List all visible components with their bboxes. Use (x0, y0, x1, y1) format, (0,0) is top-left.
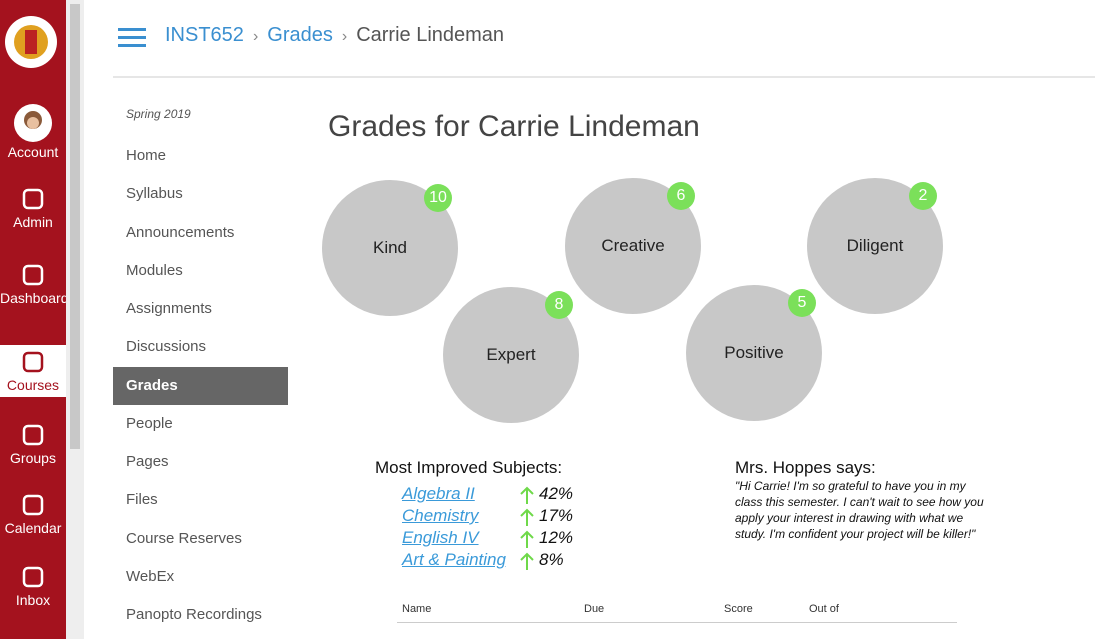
subject-link[interactable]: English IV (402, 528, 479, 547)
subject-link[interactable]: Art & Painting (402, 550, 506, 569)
change: 42% (520, 484, 573, 504)
course-nav-item[interactable]: Course Reserves (126, 529, 242, 547)
nav-icon (22, 188, 44, 210)
menu-icon[interactable] (118, 26, 146, 48)
up-arrow (520, 552, 534, 570)
global-nav-label: Admin (13, 214, 53, 230)
note-text: "Hi Carrie! I'm so grateful to have you … (735, 479, 984, 541)
change: 8% (520, 550, 564, 570)
term: Spring 2019 (126, 107, 191, 121)
global-nav-item[interactable]: Admin (0, 182, 66, 234)
course-nav-item[interactable]: Grades (113, 366, 288, 405)
course-nav-item[interactable]: Announcements (126, 223, 235, 241)
badge-circle: Expert 8 (443, 287, 579, 423)
breadcrumb-item[interactable]: INST652 (165, 24, 244, 46)
subject-link[interactable]: Chemistry (402, 506, 479, 525)
breadcrumb-item: Carrie Lindeman (356, 24, 505, 46)
course-nav-item[interactable]: Pages (126, 453, 169, 471)
global-nav-item[interactable]: Account (0, 100, 66, 164)
nav-icon (22, 566, 44, 588)
scrollbar (66, 0, 84, 639)
global-nav-item[interactable]: Dashboard (0, 258, 69, 310)
column-header: Due (584, 603, 605, 615)
global-nav-item[interactable]: Groups (0, 418, 66, 470)
badge-circle: Diligent 2 (807, 178, 943, 314)
course-nav-item[interactable]: People (126, 414, 173, 432)
course-nav-item[interactable]: Modules (126, 261, 183, 279)
badge-count: 8 (545, 291, 573, 319)
global-nav-item[interactable]: Inbox (0, 560, 66, 612)
badge-count: 10 (424, 184, 452, 212)
global-nav-label: Groups (10, 450, 56, 466)
badge-count: 2 (909, 182, 937, 210)
change: 12% (520, 528, 573, 548)
course-nav-item[interactable]: Files (126, 491, 158, 509)
up-arrow (520, 486, 534, 504)
global-nav-label: Courses (6, 377, 60, 393)
badge-count: 5 (788, 289, 816, 317)
avatar (14, 104, 52, 142)
improved-row: Chemistry 17% (402, 506, 573, 528)
column-header: Score (724, 603, 753, 615)
badge-label: Expert (486, 345, 536, 364)
badge-label: Diligent (846, 236, 904, 255)
column-header: Name (402, 603, 432, 615)
change: 17% (520, 506, 573, 526)
column-header: Out of (809, 603, 839, 615)
global-nav-label: Account (7, 144, 59, 160)
improved-row: English IV 12% (402, 528, 573, 550)
badge-count: 6 (667, 182, 695, 210)
section-title: Most Improved Subjects: (375, 458, 563, 477)
separator: › (341, 28, 348, 45)
global-nav-label: Inbox (15, 592, 51, 608)
up-arrow (520, 508, 534, 526)
course-nav-item[interactable]: Assignments (126, 300, 212, 318)
nav-icon (22, 351, 44, 373)
badge-label: Positive (724, 343, 784, 362)
global-nav-label: Dashboard (0, 290, 69, 306)
note-title: Mrs. Hoppes says: (735, 458, 876, 477)
nav-icon (22, 494, 44, 516)
breadcrumb-item[interactable]: Grades (267, 24, 333, 46)
course-nav-item[interactable]: Syllabus (126, 185, 183, 203)
subject-link[interactable]: Algebra II (402, 484, 475, 503)
course-nav-item[interactable]: Panopto Recordings (126, 606, 262, 624)
up-arrow (520, 530, 534, 548)
badge-label: Kind (372, 238, 408, 257)
improved-row: Art & Painting 8% (402, 550, 564, 572)
badge-circle: Kind 10 (322, 180, 458, 316)
logo (5, 16, 57, 68)
table-header: Name Due Score Out of (397, 600, 957, 623)
course-nav-item[interactable]: WebEx (126, 567, 175, 585)
global-nav-item[interactable]: Calendar (0, 488, 66, 540)
course-nav-item[interactable]: Home (126, 147, 167, 164)
separator: › (252, 28, 259, 45)
course-nav-item[interactable]: Discussions (126, 338, 207, 356)
global-nav-item[interactable]: Courses (0, 345, 66, 397)
breadcrumb: INST652 › Grades › Carrie Lindeman (165, 24, 504, 47)
teacher-note: Mrs. Hoppes says: "Hi Carrie! I'm so gra… (735, 458, 990, 542)
badge-circle: Creative 6 (565, 178, 701, 314)
header (113, 0, 1095, 78)
badge-label: Creative (601, 236, 665, 255)
improved-row: Algebra II 42% (402, 484, 573, 506)
global-nav-label: Calendar (4, 520, 62, 536)
course-nav: Spring 2019 Home Syllabus Announcements Mod… (113, 100, 288, 635)
nav-icon (22, 424, 44, 446)
nav-icon (22, 264, 44, 286)
most-improved: Most Improved Subjects: Algebra II 42% Che… (375, 458, 573, 572)
page-title: Grades for Carrie Lindeman (328, 110, 700, 143)
badge-circle: Positive 5 (686, 285, 822, 421)
global-nav: Account Admin Dashboard Courses Groups Calend… (0, 0, 69, 639)
